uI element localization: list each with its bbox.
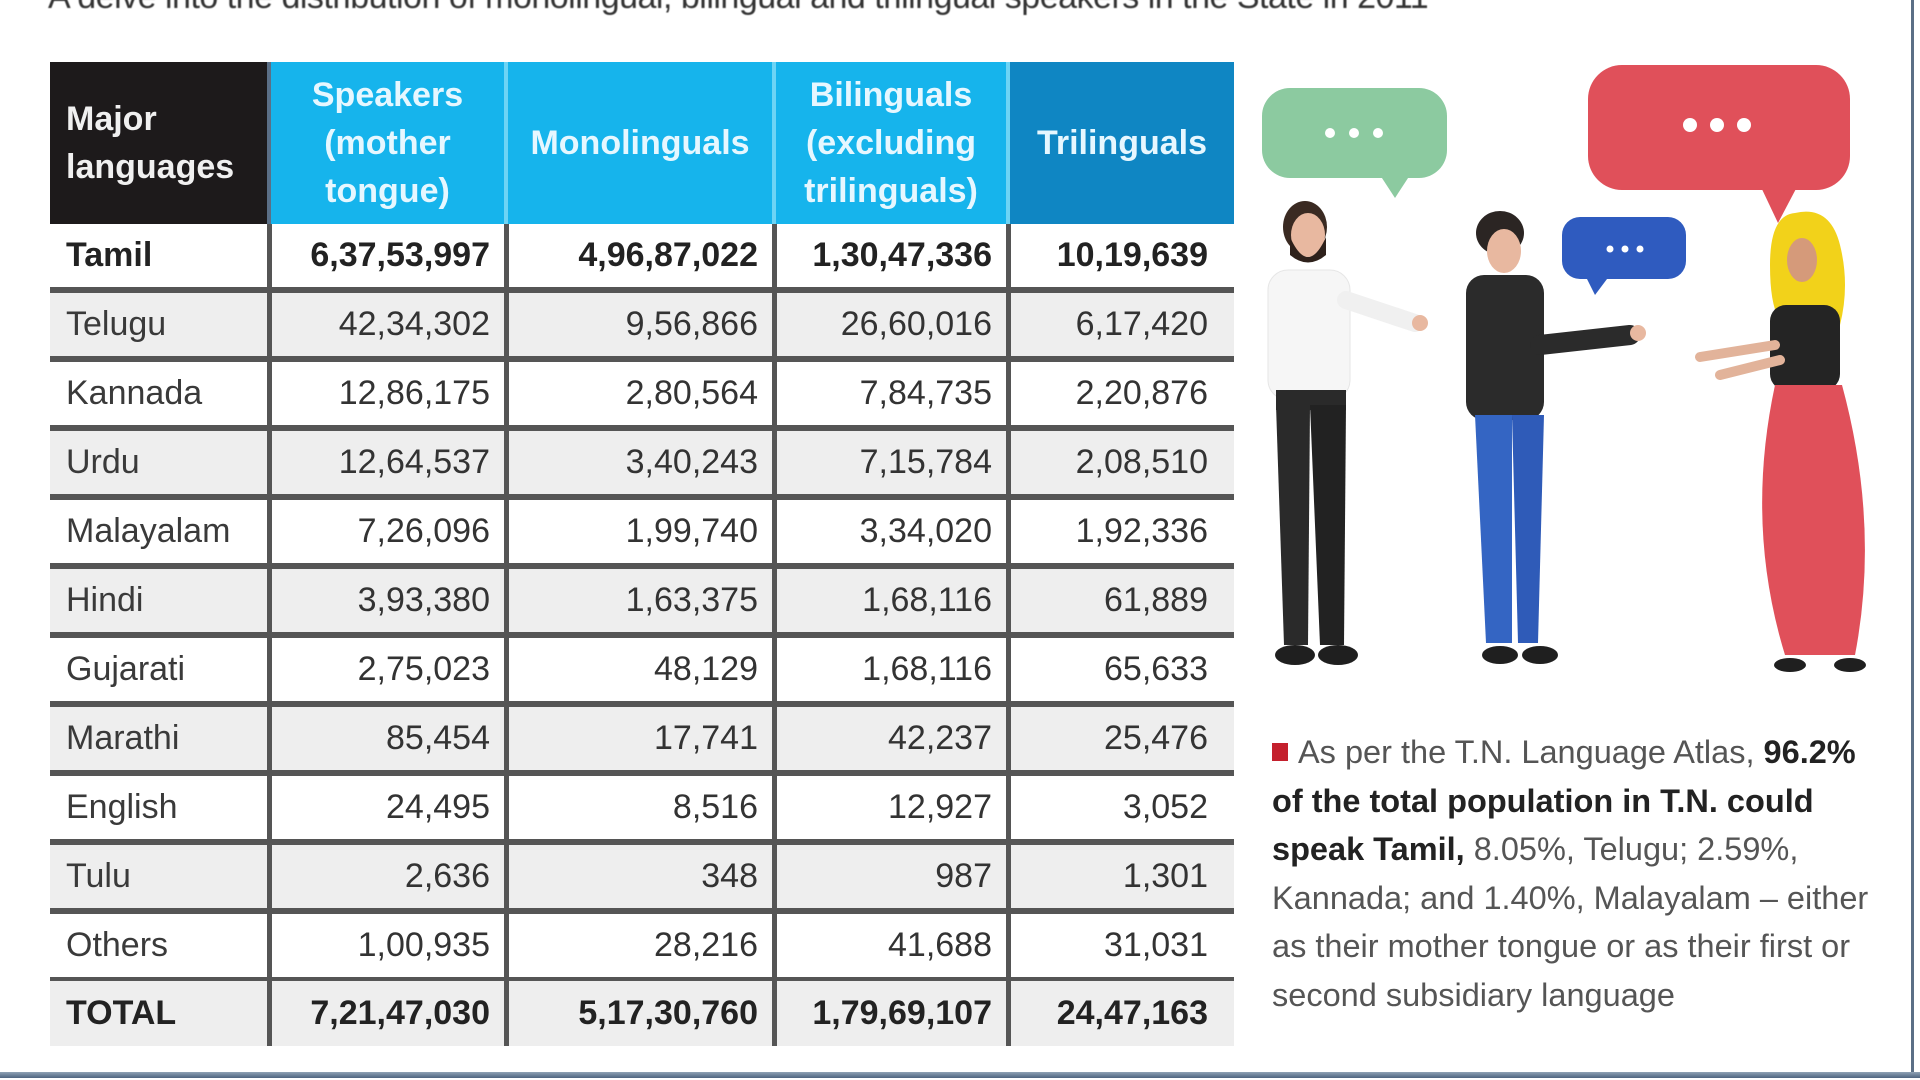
frame-border-bottom (0, 1072, 1920, 1078)
cell-monolinguals: 1,63,375 (504, 569, 772, 632)
infographic-subtitle: A delve into the distribution of monolin… (48, 0, 1848, 17)
red-square-bullet-icon (1272, 743, 1288, 761)
cell-language: Tulu (66, 857, 131, 895)
cell-speakers: 2,75,023 (267, 638, 504, 701)
note-intro: As per the T.N. Language Atlas, (1298, 734, 1755, 770)
cell-language: Hindi (66, 581, 144, 619)
cell-bilinguals: 3,34,020 (772, 500, 1006, 563)
header-trilinguals: Trilinguals (1006, 62, 1234, 224)
cell-language: TOTAL (66, 994, 177, 1032)
note-rest: 8.05%, Telugu; 2.59%, Kannada; and 1.40%… (1272, 831, 1869, 1013)
header-bilinguals: Bilinguals (excluding trilinguals) (772, 62, 1006, 224)
cell-bilinguals: 7,15,784 (772, 431, 1006, 494)
cell-monolinguals: 4,96,87,022 (504, 224, 772, 287)
cell-bilinguals: 7,84,735 (772, 362, 1006, 425)
cell-monolinguals: 2,80,564 (504, 362, 772, 425)
cell-monolinguals: 1,99,740 (504, 500, 772, 563)
table-row: Urdu 12,64,537 3,40,243 7,15,784 2,08,51… (50, 425, 1234, 494)
cell-trilinguals: 2,20,876 (1006, 362, 1234, 425)
cell-trilinguals: 61,889 (1006, 569, 1234, 632)
cell-speakers: 7,21,47,030 (267, 981, 504, 1046)
table-row: Kannada 12,86,175 2,80,564 7,84,735 2,20… (50, 356, 1234, 425)
cell-trilinguals: 1,301 (1006, 845, 1234, 908)
table-header-row: Major languages Speakers (mother tongue)… (50, 62, 1234, 224)
table-row: Gujarati 2,75,023 48,129 1,68,116 65,633 (50, 632, 1234, 701)
cell-monolinguals: 3,40,243 (504, 431, 772, 494)
cell-language: English (66, 788, 178, 826)
table-row: Hindi 3,93,380 1,63,375 1,68,116 61,889 (50, 563, 1234, 632)
cell-bilinguals: 1,30,47,336 (772, 224, 1006, 287)
language-table: Major languages Speakers (mother tongue)… (50, 62, 1234, 1046)
cell-trilinguals: 25,476 (1006, 707, 1234, 770)
frame-border-right (1911, 0, 1914, 1075)
cell-speakers: 24,495 (267, 776, 504, 839)
cell-monolinguals: 48,129 (504, 638, 772, 701)
cell-bilinguals: 41,688 (772, 914, 1006, 977)
cell-speakers: 85,454 (267, 707, 504, 770)
cell-trilinguals: 31,031 (1006, 914, 1234, 977)
cell-bilinguals: 12,927 (772, 776, 1006, 839)
table-total-row: TOTAL 7,21,47,030 5,17,30,760 1,79,69,10… (50, 977, 1234, 1046)
cell-trilinguals: 2,08,510 (1006, 431, 1234, 494)
cell-speakers: 12,64,537 (267, 431, 504, 494)
cell-language: Malayalam (66, 512, 231, 550)
cell-speakers: 7,26,096 (267, 500, 504, 563)
cell-language: Others (66, 926, 169, 964)
header-monolinguals: Monolinguals (504, 62, 772, 224)
cell-speakers: 1,00,935 (267, 914, 504, 977)
cell-monolinguals: 28,216 (504, 914, 772, 977)
cell-bilinguals: 1,68,116 (772, 638, 1006, 701)
table-row: Others 1,00,935 28,216 41,688 31,031 (50, 908, 1234, 977)
cell-speakers: 42,34,302 (267, 293, 504, 356)
cell-monolinguals: 8,516 (504, 776, 772, 839)
cell-speakers: 3,93,380 (267, 569, 504, 632)
table-row: Tamil 6,37,53,997 4,96,87,022 1,30,47,33… (50, 224, 1234, 287)
cell-speakers: 2,636 (267, 845, 504, 908)
cell-bilinguals: 987 (772, 845, 1006, 908)
conversation-illustration (1250, 55, 1900, 695)
header-major-languages: Major languages (50, 62, 267, 224)
cell-monolinguals: 17,741 (504, 707, 772, 770)
cell-trilinguals: 24,47,163 (1006, 981, 1234, 1046)
cell-bilinguals: 42,237 (772, 707, 1006, 770)
table-row: Tulu 2,636 348 987 1,301 (50, 839, 1234, 908)
cell-trilinguals: 6,17,420 (1006, 293, 1234, 356)
header-speakers: Speakers (mother tongue) (267, 62, 504, 224)
cell-monolinguals: 9,56,866 (504, 293, 772, 356)
people-talking-icon (1262, 65, 1866, 672)
table-row: English 24,495 8,516 12,927 3,052 (50, 770, 1234, 839)
table-row: Malayalam 7,26,096 1,99,740 3,34,020 1,9… (50, 494, 1234, 563)
cell-language: Marathi (66, 719, 180, 757)
cell-trilinguals: 1,92,336 (1006, 500, 1234, 563)
cell-language: Gujarati (66, 650, 186, 688)
cell-bilinguals: 1,79,69,107 (772, 981, 1006, 1046)
note-bold-highlight: 96.2% of the total population in T.N. co… (1272, 734, 1856, 867)
table-row: Telugu 42,34,302 9,56,866 26,60,016 6,17… (50, 287, 1234, 356)
cell-language: Tamil (66, 236, 153, 274)
table-row: Marathi 85,454 17,741 42,237 25,476 (50, 701, 1234, 770)
language-atlas-note: As per the T.N. Language Atlas, 96.2% of… (1272, 728, 1882, 1019)
cell-bilinguals: 1,68,116 (772, 569, 1006, 632)
cell-language: Kannada (66, 374, 203, 412)
cell-monolinguals: 5,17,30,760 (504, 981, 772, 1046)
cell-trilinguals: 10,19,639 (1006, 224, 1234, 287)
cell-bilinguals: 26,60,016 (772, 293, 1006, 356)
cell-trilinguals: 65,633 (1006, 638, 1234, 701)
cell-speakers: 6,37,53,997 (267, 224, 504, 287)
cell-monolinguals: 348 (504, 845, 772, 908)
cell-speakers: 12,86,175 (267, 362, 504, 425)
cell-language: Urdu (66, 443, 140, 481)
cell-trilinguals: 3,052 (1006, 776, 1234, 839)
cell-language: Telugu (66, 305, 167, 343)
